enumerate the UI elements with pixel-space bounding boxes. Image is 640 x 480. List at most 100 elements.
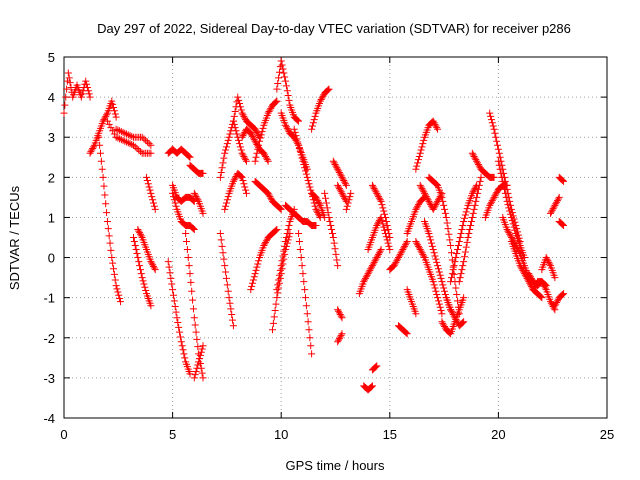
x-tick-label: 0 [60, 427, 67, 442]
data-point [429, 278, 437, 286]
data-point [390, 262, 398, 270]
data-point-interp [498, 173, 506, 181]
data-point-interp [87, 148, 95, 156]
data-point-interp [463, 238, 471, 246]
data-point-interp [472, 156, 480, 164]
data-point [377, 246, 385, 254]
data-point-interp [231, 174, 239, 182]
data-point-interp [284, 225, 292, 233]
data-point-interp [495, 161, 503, 169]
data-point [334, 181, 342, 189]
data-point-interp [511, 226, 519, 234]
data-point-interp [446, 329, 454, 337]
data-point-interp [196, 351, 204, 359]
data-point-interp [116, 294, 124, 302]
data-point-interp [184, 254, 192, 262]
data-point-interp [227, 305, 235, 313]
data-point-interp [181, 354, 189, 362]
data-point-interp [474, 159, 482, 167]
data-point-interp [249, 134, 257, 142]
data-point-interp [149, 262, 157, 270]
axis-ticks: 0 5 10 15 20 25 -4 -3 -2 -1 0 1 2 3 4 5 [43, 50, 614, 442]
data-point-interp [414, 242, 422, 250]
data-point [190, 374, 198, 382]
data-point-interp [267, 104, 275, 112]
data-point-interp [554, 195, 562, 203]
data-point-interp [527, 273, 535, 281]
data-point-interp [168, 280, 176, 288]
data-point-interp [124, 139, 132, 147]
data-point-interp [510, 223, 518, 231]
data-point-interp [219, 249, 227, 257]
data-point-interp [447, 274, 455, 282]
data-point-interp [335, 307, 343, 315]
data-point [60, 109, 68, 117]
track-t57 [455, 173, 485, 286]
data-point-interp [193, 194, 201, 202]
data-point [138, 274, 146, 282]
data-point-interp [548, 206, 556, 214]
data-point-interp [428, 242, 436, 250]
data-point-interp [380, 207, 388, 215]
data-point [216, 229, 224, 237]
data-point-interp [449, 311, 457, 319]
data-point-interp [310, 116, 318, 124]
data-point-interp [315, 198, 323, 206]
data-point [299, 270, 307, 278]
data-point-interp [474, 160, 482, 168]
data-point-interp [323, 87, 331, 95]
data-point-interp [311, 112, 319, 120]
data-point-interp [470, 152, 478, 160]
data-point [147, 302, 155, 310]
data-point-interp [505, 229, 513, 237]
data-point-interp [515, 248, 523, 256]
data-point-interp [185, 262, 193, 270]
data-point-interp [491, 192, 499, 200]
data-point-interp [335, 336, 343, 344]
data-point [264, 109, 272, 117]
data-point-interp [434, 265, 442, 273]
data-point-interp [335, 183, 343, 191]
data-point-interp [454, 246, 462, 254]
data-point-interp [424, 196, 432, 204]
data-point-interp [241, 114, 249, 122]
data-point-interp [446, 236, 454, 244]
data-point-interp [439, 281, 447, 289]
data-point-interp [275, 204, 283, 212]
data-point-interp [504, 201, 512, 209]
data-point-interp [465, 229, 473, 237]
data-point [447, 278, 455, 286]
data-point [542, 282, 550, 290]
track-t15 [186, 161, 207, 177]
data-point-interp [540, 280, 548, 288]
data-point [490, 173, 498, 181]
data-point-interp [501, 189, 509, 197]
data-point-interp [370, 185, 378, 193]
data-point [143, 173, 151, 181]
data-point-interp [109, 127, 117, 135]
track-t33 [308, 189, 329, 221]
data-point-interp [231, 124, 239, 132]
data-point [186, 153, 194, 161]
data-point-interp [194, 361, 202, 369]
data-point-interp [217, 169, 225, 177]
data-point-interp [275, 279, 283, 287]
data-point-interp [458, 266, 466, 274]
track-t49 [412, 117, 442, 173]
track-t11 [169, 189, 198, 233]
data-point-interp [193, 364, 201, 372]
data-point [412, 310, 420, 318]
data-point-interp [461, 214, 469, 222]
data-point [334, 165, 342, 173]
data-point [108, 254, 116, 262]
data-point-interp [279, 65, 287, 73]
track-t48 [403, 193, 429, 237]
data-point [373, 221, 381, 229]
data-point [312, 221, 320, 229]
data-point-interp [119, 136, 127, 144]
track-t34 [321, 189, 342, 270]
data-point-interp [340, 177, 348, 185]
data-point [547, 298, 555, 306]
data-point-interp [149, 196, 157, 204]
data-point [273, 294, 281, 302]
